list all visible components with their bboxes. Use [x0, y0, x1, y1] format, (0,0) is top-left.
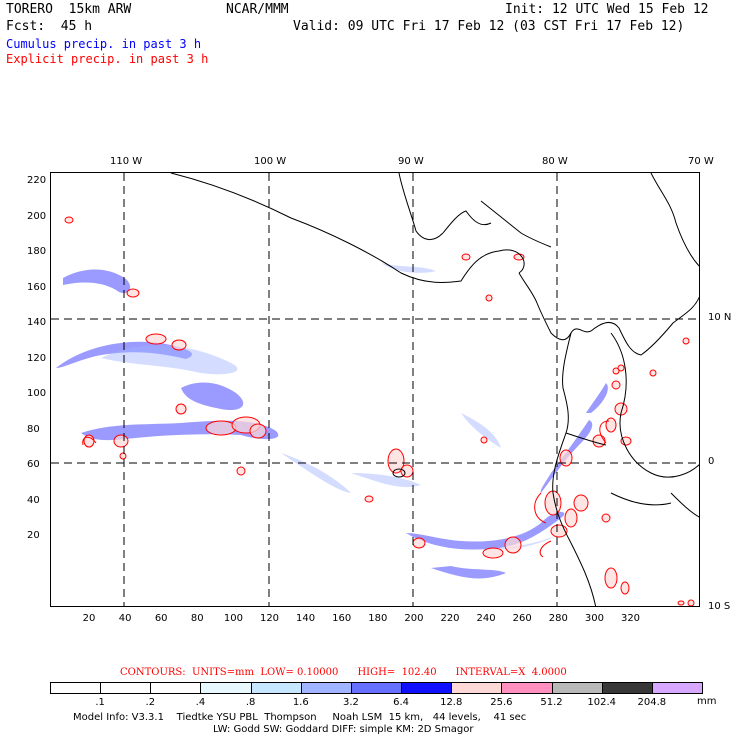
explicit-legend: Explicit precip. in past 3 h: [6, 52, 209, 66]
precip-colorbar: [50, 682, 703, 694]
colorbar-label: .2: [145, 697, 156, 708]
longitude-label: 90 W: [398, 156, 424, 167]
colorbar-swatch: [651, 682, 703, 694]
cumulus-precip-shading: [56, 269, 608, 579]
x-tick-label: 320: [620, 613, 641, 624]
x-tick-label: 180: [368, 613, 388, 624]
longitude-label: 80 W: [542, 156, 568, 167]
colorbar-swatch: [200, 682, 252, 694]
colorbar-label: 102.4: [587, 697, 617, 708]
colorbar-unit: mm: [697, 696, 717, 707]
x-tick-label: 240: [476, 613, 496, 624]
colorbar-label: 25.6: [490, 697, 513, 708]
contours-info: CONTOURS: UNITS=mm LOW= 0.10000 HIGH= 10…: [120, 667, 567, 678]
colorbar-swatch: [300, 682, 352, 694]
light-precip-shading: [101, 263, 561, 550]
model-title: TORERO 15km ARW: [6, 2, 132, 17]
longitude-label: 70 W: [688, 156, 714, 167]
colorbar-label: 51.2: [540, 697, 563, 708]
x-tick-label: 40: [118, 613, 132, 624]
colorbar-swatch: [501, 682, 553, 694]
y-tick-label: 160: [27, 281, 47, 293]
model-info-line1: Model Info: V3.3.1 Tiedtke YSU PBL Thomp…: [73, 712, 527, 723]
cumulus-legend: Cumulus precip. in past 3 h: [6, 37, 202, 51]
colorbar-swatch: [451, 682, 503, 694]
colorbar-swatch: [401, 682, 453, 694]
y-tick-label: 140: [27, 317, 47, 328]
y-tick-label: 80: [27, 423, 40, 435]
x-tick-label: 200: [404, 613, 424, 624]
y-tick-label: 60: [27, 459, 40, 470]
y-tick-label: 220: [27, 175, 47, 186]
colorbar-label: 204.8: [637, 697, 667, 708]
colorbar-label: .8: [245, 697, 256, 708]
model-info-line2: LW: Godd SW: Goddard DIFF: simple KM: 2D…: [213, 724, 474, 735]
colorbar-swatch: [250, 682, 302, 694]
y-tick-label: 20: [27, 530, 40, 541]
lat-lon-grid: [51, 173, 699, 606]
init-time: Init: 12 UTC Wed 15 Feb 12: [505, 2, 709, 17]
colorbar-swatch: [551, 682, 603, 694]
x-tick-label: 220: [440, 613, 460, 624]
y-tick-label: 40: [27, 494, 40, 506]
x-tick-label: 280: [548, 613, 568, 624]
colorbar-label: .1: [95, 697, 105, 708]
x-tick-label: 60: [154, 613, 168, 624]
colorbar-label: 6.4: [393, 697, 410, 708]
valid-time: Valid: 09 UTC Fri 17 Feb 12 (03 CST Fri …: [293, 19, 685, 34]
colorbar-swatch: [601, 682, 653, 694]
colorbar-swatch: [350, 682, 403, 694]
latitude-label: 10 N: [708, 312, 732, 323]
y-tick-label: 180: [27, 246, 47, 257]
galapagos-islands: [392, 468, 406, 478]
forecast-hour: Fcst: 45 h: [6, 19, 93, 34]
latitude-label: 0: [708, 456, 715, 467]
coastlines: [170, 173, 699, 606]
y-tick-label: 200: [27, 210, 47, 222]
organization-label: NCAR/MMM: [226, 2, 289, 17]
y-tick-label: 120: [27, 352, 47, 364]
explicit-precip-contours: [64, 216, 695, 606]
longitude-label: 110 W: [110, 156, 143, 167]
colorbar-swatch: [50, 682, 102, 694]
explicit-precip-outer: [82, 420, 610, 558]
colorbar-label: 1.6: [292, 697, 309, 708]
x-tick-label: 260: [512, 613, 532, 624]
x-tick-label: 120: [259, 613, 280, 624]
precipitation-map: [50, 172, 700, 607]
colorbar-label: 12.8: [440, 697, 463, 708]
x-tick-label: 140: [296, 613, 316, 624]
longitude-label: 100 W: [254, 156, 287, 167]
y-tick-label: 100: [27, 388, 47, 399]
colorbar-label: 3.2: [342, 697, 359, 708]
x-tick-label: 300: [584, 613, 604, 624]
latitude-label: 10 S: [708, 601, 731, 612]
x-tick-label: 20: [82, 613, 96, 624]
colorbar-swatch: [100, 682, 152, 694]
colorbar-swatch: [150, 682, 202, 694]
x-tick-label: 80: [190, 613, 204, 624]
x-tick-label: 100: [223, 613, 243, 624]
x-tick-label: 160: [332, 613, 352, 624]
colorbar-label: .4: [195, 697, 206, 708]
